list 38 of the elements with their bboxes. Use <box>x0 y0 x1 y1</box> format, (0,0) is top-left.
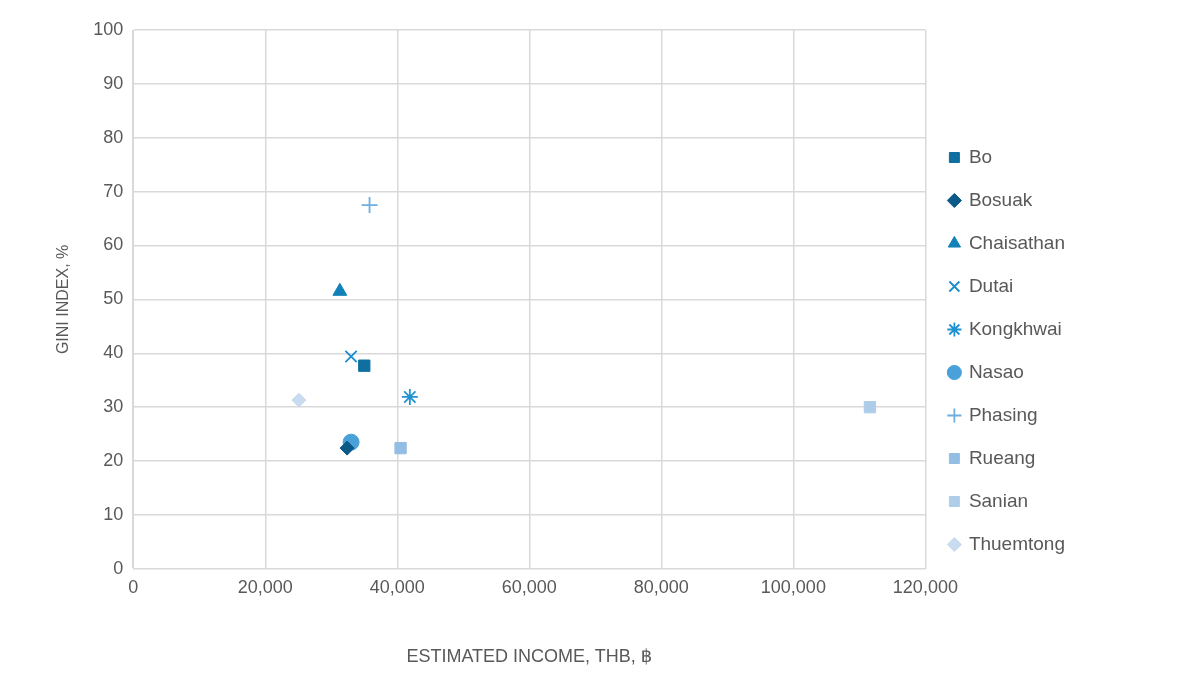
legend-label: Kongkhwai <box>968 317 1062 339</box>
y-tick-label: 80 <box>103 126 124 147</box>
x-tick-label: 100,000 <box>760 576 826 597</box>
legend-label: Thuemtong <box>968 532 1065 554</box>
legend-label: Bo <box>968 145 993 167</box>
y-tick-label: 60 <box>103 234 124 255</box>
x-tick-label: 80,000 <box>633 576 689 597</box>
legend-label: Sanian <box>968 489 1029 511</box>
point <box>360 196 379 215</box>
x-axis-title: ESTIMATED INCOME, THB, ฿ <box>406 646 653 667</box>
x-tick-label: 0 <box>128 576 139 597</box>
legend-label: Chaisathan <box>968 231 1065 253</box>
point <box>344 349 358 364</box>
x-tick-label: 60,000 <box>501 576 557 597</box>
y-tick-label: 50 <box>103 288 124 309</box>
legend-label: Nasao <box>968 360 1024 382</box>
y-tick-label: 40 <box>103 342 124 363</box>
y-tick-label: 10 <box>103 503 124 524</box>
y-tick-label: 30 <box>103 396 124 417</box>
legend-label: Phasing <box>968 403 1038 425</box>
point <box>863 401 877 414</box>
legend-label: Bosuak <box>968 188 1033 210</box>
x-tick-label: 20,000 <box>237 576 293 597</box>
legend-label: Dutai <box>968 274 1014 296</box>
y-tick-label: 90 <box>103 72 124 93</box>
y-tick-label: 100 <box>93 18 124 39</box>
point <box>339 440 355 456</box>
point <box>400 388 419 406</box>
y-axis-title: GINI INDEX, % <box>54 244 72 355</box>
point <box>394 441 407 455</box>
point <box>358 359 371 372</box>
point <box>291 392 307 408</box>
x-tick-label: 40,000 <box>369 576 425 597</box>
x-tick-label: 120,000 <box>892 576 958 597</box>
y-tick-label: 70 <box>103 180 124 201</box>
y-tick-label: 20 <box>103 450 124 471</box>
y-tick-label: 0 <box>113 557 124 578</box>
legend-label: Rueang <box>968 446 1036 468</box>
